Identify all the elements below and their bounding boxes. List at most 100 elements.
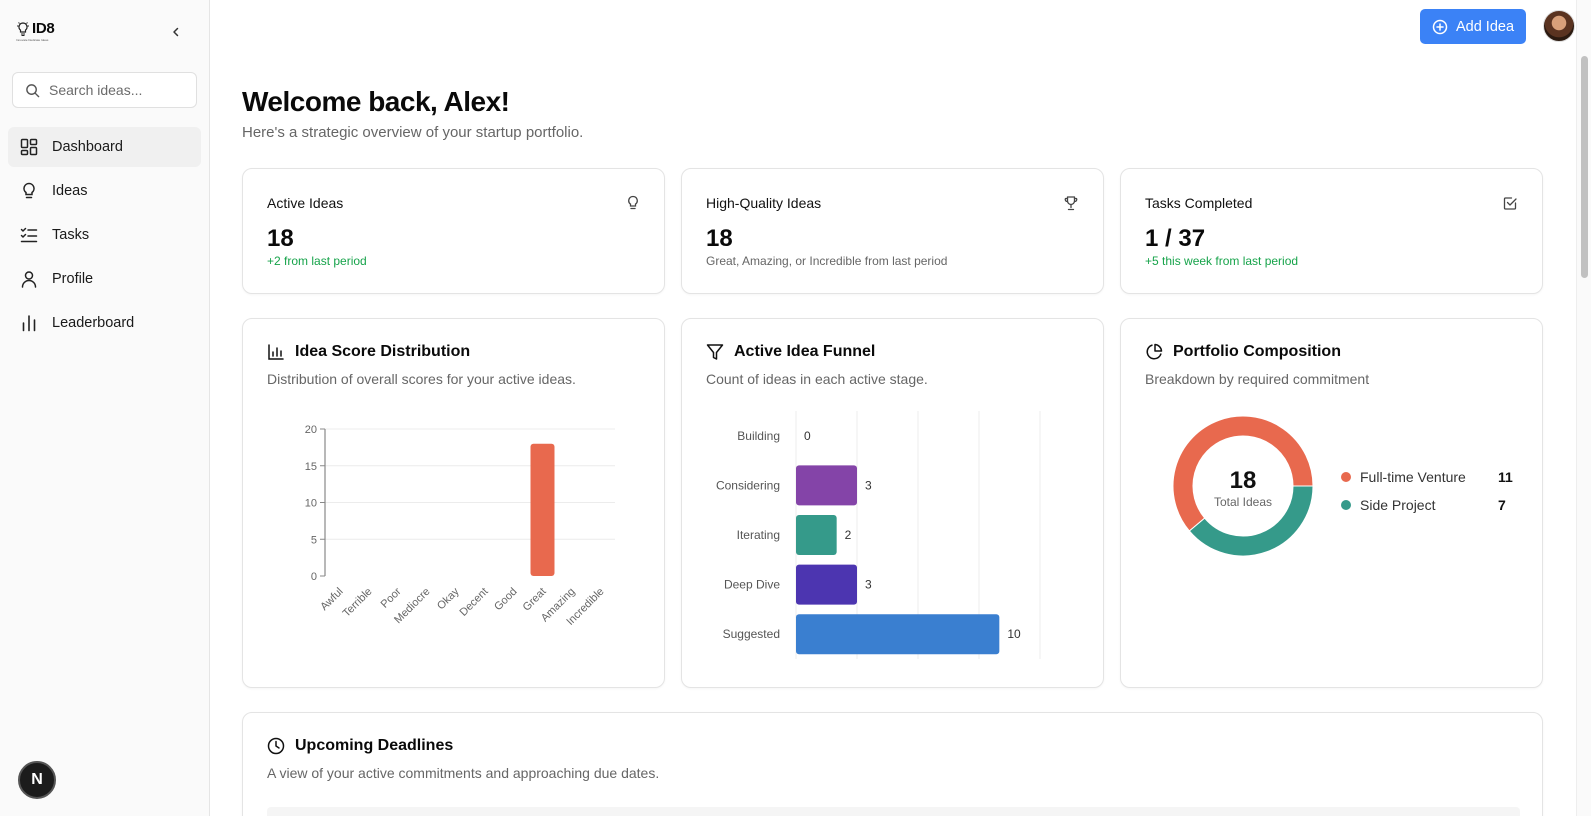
idea-funnel-chart: Building 0 Considering 3 Iterating 2 Deep Dive… <box>716 411 1041 659</box>
dev-tools-badge[interactable]: N <box>18 761 56 799</box>
sidebar-item-leaderboard[interactable]: Leaderboard <box>8 303 201 343</box>
y-tick-label: Considering <box>716 478 780 492</box>
sidebar-nav: Dashboard Ideas Tasks Profile Leaderboar… <box>8 127 201 347</box>
pie-chart-icon <box>1146 343 1163 360</box>
card-description: Distribution of overall scores for your … <box>267 371 576 387</box>
add-idea-label: Add Idea <box>1455 18 1515 35</box>
legend-value: 11 <box>1498 469 1513 485</box>
card-title: Idea Score Distribution <box>267 343 470 361</box>
stat-note: Great, Amazing, or Incredible from last … <box>706 254 948 268</box>
deadlines-table-header <box>267 807 1520 816</box>
y-tick-label: Suggested <box>723 627 780 641</box>
trophy-icon <box>1063 195 1079 216</box>
clock-icon <box>267 737 285 755</box>
sidebar-item-label: Profile <box>52 271 94 287</box>
stat-card-high-quality-ideas: High-Quality Ideas 18 Great, Amazing, or… <box>681 168 1104 294</box>
collapse-sidebar-button[interactable] <box>166 22 186 42</box>
sidebar-item-label: Ideas <box>52 183 88 199</box>
sidebar-item-tasks[interactable]: Tasks <box>8 215 201 255</box>
bar <box>796 465 857 506</box>
y-tick-label: 15 <box>305 461 317 473</box>
card-title-text: Upcoming Deadlines <box>295 737 454 754</box>
app-logo[interactable]: ID8 Innovate Dedicate Ideas <box>16 20 55 42</box>
data-label: 2 <box>845 528 852 542</box>
legend-item-side-project[interactable]: Side Project 7 <box>1341 491 1513 519</box>
bar <box>530 443 555 576</box>
check-square-icon <box>1502 195 1518 216</box>
scrollbar-thumb[interactable] <box>1581 56 1588 278</box>
card-title: Active Idea Funnel <box>706 343 875 361</box>
card-description: Breakdown by required commitment <box>1145 371 1370 387</box>
bar <box>796 515 837 555</box>
sidebar-item-ideas[interactable]: Ideas <box>8 171 201 211</box>
dashboard-icon <box>20 138 38 156</box>
page-subtitle: Here's a strategic overview of your star… <box>242 124 584 141</box>
pie-slice <box>1188 485 1314 557</box>
sidebar-item-label: Tasks <box>52 227 90 243</box>
lightbulb-logo-icon <box>17 21 29 36</box>
bar-chart-icon <box>22 315 36 332</box>
donut-center-label: Total Ideas <box>1214 495 1272 509</box>
y-tick-label: Iterating <box>737 528 780 542</box>
legend-item-full-time[interactable]: Full-time Venture 11 <box>1341 463 1513 491</box>
list-check-icon <box>20 227 38 243</box>
filter-icon <box>706 344 724 360</box>
chart-card-score-distribution: Idea Score Distribution Distribution of … <box>242 318 665 688</box>
x-tick-label: Okay <box>435 585 462 612</box>
y-tick-label: 0 <box>311 571 317 583</box>
add-idea-button[interactable]: Add Idea <box>1420 9 1526 44</box>
logo-text: ID8 <box>32 20 55 37</box>
x-tick-label: Terrible <box>341 586 375 620</box>
legend-swatch <box>1341 500 1351 510</box>
page-title: Welcome back, Alex! <box>242 86 510 117</box>
sidebar-item-dashboard[interactable]: Dashboard <box>8 127 201 167</box>
legend-label: Side Project <box>1360 497 1436 513</box>
legend-label: Full-time Venture <box>1360 469 1466 485</box>
card-title-text: Portfolio Composition <box>1173 343 1341 360</box>
x-tick-label: Poor <box>379 585 404 610</box>
sidebar-item-label: Dashboard <box>52 139 123 155</box>
legend-swatch <box>1341 472 1351 482</box>
sidebar-item-profile[interactable]: Profile <box>8 259 201 299</box>
portfolio-legend: Full-time Venture 11 Side Project 7 <box>1341 463 1513 519</box>
stat-card-tasks-completed: Tasks Completed 1 / 37 +5 this week from… <box>1120 168 1543 294</box>
avatar[interactable] <box>1543 10 1575 42</box>
stat-note: +2 from last period <box>267 254 367 268</box>
scrollbar[interactable] <box>1576 0 1591 816</box>
logo-tagline: Innovate Dedicate Ideas <box>16 38 49 42</box>
bar-chart-icon <box>268 344 284 360</box>
lightbulb-icon <box>23 182 35 199</box>
y-tick-label: Deep Dive <box>724 578 780 592</box>
y-tick-label: 20 <box>305 424 317 436</box>
bar <box>796 564 857 605</box>
sidebar: ID8 Innovate Dedicate Ideas Dashboard Id… <box>0 0 210 816</box>
stat-value: 18 <box>267 225 294 252</box>
plus-circle-icon <box>1432 19 1448 34</box>
data-label: 3 <box>865 478 872 492</box>
data-label: 3 <box>865 578 872 592</box>
chart-card-portfolio: Portfolio Composition Breakdown by requi… <box>1120 318 1543 688</box>
y-tick-label: 10 <box>305 498 317 510</box>
card-title-text: Idea Score Distribution <box>295 343 471 360</box>
user-icon <box>21 271 37 288</box>
bar <box>796 614 1000 655</box>
card-title-text: Active Idea Funnel <box>734 343 876 360</box>
card-title: Upcoming Deadlines <box>267 737 453 755</box>
chevron-left-icon <box>173 27 179 37</box>
pie-slice <box>1172 415 1314 532</box>
search-icon <box>26 83 40 97</box>
stat-label: High-Quality Ideas <box>706 195 822 211</box>
deadlines-card: Upcoming Deadlines A view of your active… <box>242 712 1543 816</box>
data-label: 10 <box>1007 627 1021 641</box>
stat-value: 18 <box>706 225 733 252</box>
card-description: A view of your active commitments and ap… <box>267 765 660 781</box>
sidebar-item-label: Leaderboard <box>52 315 135 331</box>
x-tick-label: Good <box>492 586 520 614</box>
stat-label: Tasks Completed <box>1145 195 1253 211</box>
search-box[interactable] <box>12 72 197 108</box>
search-input[interactable] <box>49 82 189 98</box>
legend-value: 7 <box>1498 497 1506 513</box>
x-tick-label: Decent <box>457 586 490 619</box>
